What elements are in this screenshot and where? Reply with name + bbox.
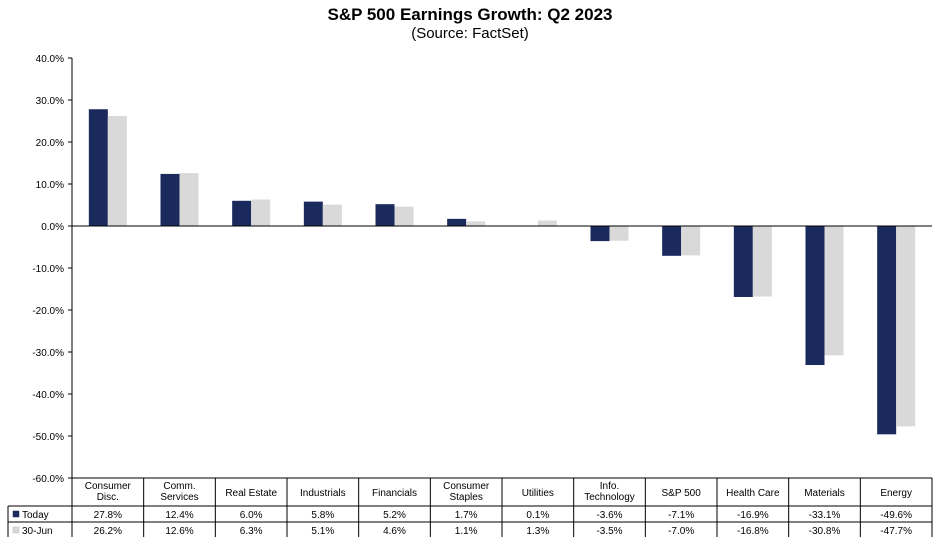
- chart-title: S&P 500 Earnings Growth: Q2 2023: [327, 5, 613, 24]
- bar-30-jun: [251, 199, 271, 226]
- bar-today: [877, 226, 897, 435]
- data-label: -16.9%: [737, 510, 769, 521]
- data-label: -3.6%: [596, 510, 622, 521]
- bar-30-jun: [394, 206, 414, 226]
- category-label: Utilities: [522, 488, 554, 499]
- category-label: Health Care: [726, 488, 780, 499]
- bar-30-jun: [752, 226, 772, 297]
- bar-today: [590, 226, 610, 242]
- y-tick-label: -40.0%: [32, 390, 64, 401]
- bar-30-jun: [609, 226, 629, 241]
- category-label: Comm.: [163, 481, 195, 492]
- bar-today: [160, 173, 180, 226]
- data-label: -3.5%: [596, 526, 622, 537]
- category-label: Consumer: [443, 481, 490, 492]
- data-label: -47.7%: [880, 526, 912, 537]
- y-tick-label: -30.0%: [32, 348, 64, 359]
- data-label: 5.8%: [311, 510, 334, 521]
- category-label: Energy: [880, 488, 912, 499]
- data-label: 12.6%: [165, 526, 193, 537]
- data-label: -30.8%: [809, 526, 841, 537]
- bar-30-jun: [466, 221, 486, 226]
- data-label: 4.6%: [383, 526, 406, 537]
- legend-label: Today: [22, 510, 49, 521]
- y-tick-label: -20.0%: [32, 306, 64, 317]
- bar-today: [232, 200, 252, 226]
- legend-key: [12, 526, 20, 534]
- data-label: 5.2%: [383, 510, 406, 521]
- category-label: Staples: [449, 492, 482, 503]
- category-label: Industrials: [300, 488, 346, 499]
- data-label: 27.8%: [94, 510, 122, 521]
- bar-today: [447, 218, 467, 226]
- category-label: Info.: [600, 481, 619, 492]
- data-label: 12.4%: [165, 510, 193, 521]
- bar-30-jun: [537, 220, 557, 226]
- category-label: Disc.: [97, 492, 119, 503]
- data-label: -7.0%: [668, 526, 694, 537]
- data-label: -7.1%: [668, 510, 694, 521]
- y-tick-label: 40.0%: [36, 54, 64, 65]
- bar-today: [303, 201, 323, 226]
- bar-30-jun: [107, 115, 127, 226]
- bar-today: [662, 226, 682, 256]
- bar-today: [88, 109, 108, 226]
- chart-subtitle: (Source: FactSet): [411, 25, 529, 42]
- y-tick-label: -60.0%: [32, 474, 64, 485]
- y-tick-label: 30.0%: [36, 96, 64, 107]
- data-label: 1.3%: [526, 526, 549, 537]
- category-label: Consumer: [85, 481, 132, 492]
- bar-30-jun: [896, 226, 916, 427]
- category-label: Services: [160, 492, 198, 503]
- y-tick-label: -50.0%: [32, 432, 64, 443]
- bar-30-jun: [824, 226, 844, 356]
- bar-today: [375, 204, 395, 226]
- y-tick-label: 20.0%: [36, 138, 64, 149]
- data-label: 6.3%: [240, 526, 263, 537]
- bar-30-jun: [179, 173, 199, 226]
- data-label: -16.8%: [737, 526, 769, 537]
- legend-label: 30-Jun: [22, 526, 53, 537]
- bar-today: [733, 226, 753, 297]
- y-tick-label: 0.0%: [41, 222, 64, 233]
- category-label: Technology: [584, 492, 635, 503]
- category-label: Materials: [804, 488, 845, 499]
- legend-key: [12, 510, 20, 518]
- category-label: Real Estate: [225, 488, 277, 499]
- y-tick-label: -10.0%: [32, 264, 64, 275]
- data-label: 5.1%: [311, 526, 334, 537]
- data-label: -49.6%: [880, 510, 912, 521]
- y-tick-label: 10.0%: [36, 180, 64, 191]
- data-label: 6.0%: [240, 510, 263, 521]
- category-label: S&P 500: [662, 488, 702, 499]
- data-label: 1.7%: [455, 510, 478, 521]
- data-label: 0.1%: [526, 510, 549, 521]
- bar-30-jun: [681, 226, 701, 256]
- bar-30-jun: [322, 204, 342, 226]
- data-label: 26.2%: [94, 526, 122, 537]
- data-label: 1.1%: [455, 526, 478, 537]
- category-label: Financials: [372, 488, 417, 499]
- bar-today: [805, 226, 825, 366]
- data-label: -33.1%: [809, 510, 841, 521]
